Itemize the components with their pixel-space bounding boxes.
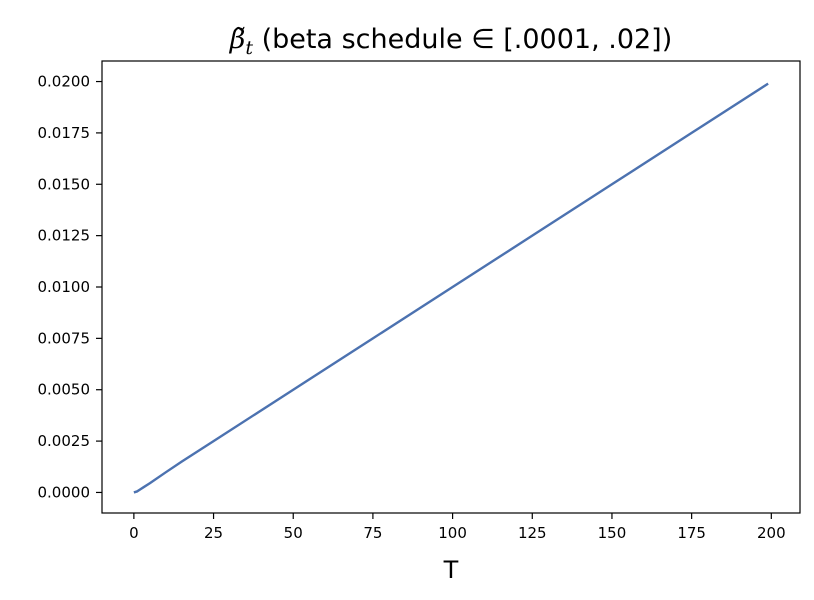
x-tick-label-2: 50 xyxy=(284,524,303,542)
y-tick-label-1: 0.0025 xyxy=(38,432,91,450)
y-tick-label-8: 0.0200 xyxy=(38,73,91,91)
x-tick-label-4: 100 xyxy=(438,524,467,542)
title-symbol: β̃ xyxy=(229,24,246,55)
x-tick-label-3: 75 xyxy=(363,524,382,542)
x-tick-label-6: 150 xyxy=(598,524,627,542)
title-subscript: t xyxy=(245,37,253,59)
y-tick-label-0: 0.0000 xyxy=(38,483,91,501)
x-tick-label-1: 25 xyxy=(204,524,223,542)
y-tick-label-2: 0.0050 xyxy=(38,381,91,399)
plot-area: 0 25 50 75 100 125 150 175 200 0.0000 0.0025 0.0050… xyxy=(38,60,801,542)
x-tick-label-5: 125 xyxy=(518,524,547,542)
y-tick-label-6: 0.0150 xyxy=(38,175,91,193)
series-line-0 xyxy=(133,82,769,494)
x-tick-label-0: 0 xyxy=(129,524,139,542)
x-tick-label-7: 175 xyxy=(677,524,706,542)
y-tick-label-4: 0.0100 xyxy=(38,278,91,296)
x-tick-label-8: 200 xyxy=(757,524,786,542)
chart-title: β̃t (beta schedule ∈ [.0001, .02]) xyxy=(229,24,673,59)
title-text: (beta schedule ∈ [.0001, .02]) xyxy=(253,24,672,55)
y-tick-label-3: 0.0075 xyxy=(38,329,91,347)
x-axis-label: T xyxy=(443,556,459,584)
y-tick-label-5: 0.0125 xyxy=(38,227,91,245)
y-tick-label-7: 0.0175 xyxy=(38,124,91,142)
